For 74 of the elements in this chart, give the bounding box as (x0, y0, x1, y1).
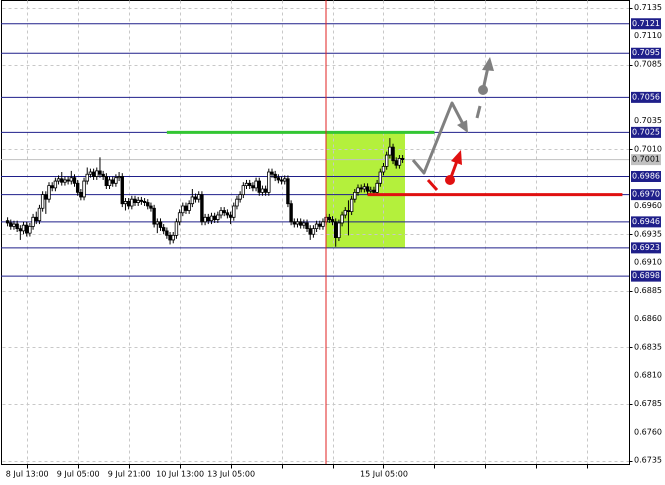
y-tick-label: 0.6785 (634, 399, 662, 408)
ref-line-label: 0.6986 (632, 172, 660, 181)
candlestick (63, 176, 67, 186)
ref-line-label: 0.7095 (632, 48, 660, 58)
candlestick (70, 170, 74, 185)
ref-line-label: 0.6923 (632, 242, 660, 252)
candlestick (130, 195, 134, 210)
candlestick (219, 206, 223, 219)
candlestick (267, 168, 271, 196)
x-tick-label: 8 Jul 13:00 (6, 470, 49, 478)
candlestick (158, 218, 162, 232)
candlestick (273, 170, 277, 182)
candlestick (54, 177, 58, 192)
candlestick (184, 202, 188, 214)
candlestick (248, 179, 252, 190)
y-tick-label: 0.6910 (634, 258, 662, 267)
ref-line-label: 0.7025 (632, 127, 660, 136)
candlestick (258, 177, 261, 196)
candlestick (298, 218, 302, 230)
y-tick-label: 0.6860 (634, 314, 662, 324)
y-tick-label: 0.7110 (634, 31, 662, 40)
candlestick (276, 174, 280, 184)
x-tick-label: 9 Jul 21:00 (108, 470, 151, 478)
ref-line-label: 0.6970 (632, 190, 660, 199)
candlestick (318, 220, 322, 230)
candlestick (251, 182, 255, 192)
ref-line-label: 0.6946 (632, 216, 660, 226)
candlestick (242, 182, 246, 199)
candlestick (6, 216, 10, 227)
x-tick-label: 13 Jul 05:00 (207, 470, 256, 478)
candlestick (12, 220, 16, 230)
y-tick-label: 0.7135 (634, 2, 662, 12)
x-tick-label: 10 Jul 13:00 (156, 470, 204, 478)
candlestick (328, 213, 332, 224)
y-tick-label: 0.7035 (634, 116, 662, 126)
y-tick-label: 0.6960 (634, 200, 662, 210)
candlestick (18, 224, 22, 240)
candlestick (194, 193, 198, 204)
candlestick (108, 176, 112, 190)
candlestick (206, 213, 210, 225)
ref-line-label: 0.7056 (632, 92, 660, 102)
candlestick (168, 232, 172, 245)
candlestick (216, 211, 220, 224)
candlestick (254, 177, 258, 192)
x-tick-label: 15 Jul 05:00 (360, 470, 408, 478)
candlestick (346, 200, 350, 236)
candlestick (146, 198, 150, 210)
y-tick-label: 0.7085 (634, 60, 662, 69)
candlestick (296, 218, 300, 228)
candlestick (398, 154, 402, 170)
ref-line-label: 0.7001 (632, 154, 660, 164)
y-tick-label: 0.6735 (634, 456, 662, 465)
y-tick-label: 0.6935 (634, 229, 662, 238)
y-tick-label: 0.6835 (634, 342, 662, 352)
candlestick (126, 198, 130, 210)
candlestick (312, 224, 316, 238)
candlestick (25, 221, 28, 238)
candlestick (92, 168, 96, 180)
y-tick-label: 0.6885 (634, 286, 662, 295)
candlestick (60, 172, 64, 186)
x-tick-label: 9 Jul 05:00 (56, 470, 100, 478)
y-tick-label: 0.7010 (634, 144, 662, 154)
y-tick-label: 0.6810 (634, 370, 662, 380)
candlestick (136, 196, 140, 206)
candlestick (104, 172, 108, 190)
ref-line-label: 0.6898 (632, 271, 660, 280)
candlestick (114, 174, 118, 188)
candlestick (302, 219, 306, 230)
candlestick (362, 182, 366, 193)
candlestick (222, 206, 226, 217)
ref-line-label: 0.7121 (632, 18, 660, 28)
candlestick (9, 219, 12, 230)
candlestick (366, 182, 370, 196)
y-tick-label: 0.6760 (634, 427, 662, 436)
